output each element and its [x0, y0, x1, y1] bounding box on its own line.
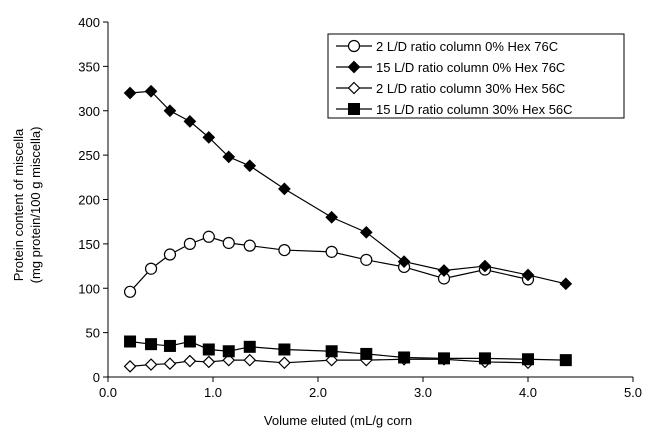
- series-line: [129, 90, 566, 285]
- y-axis-title-line-1: Protein content of miscella: [11, 128, 26, 281]
- data-point: [278, 343, 291, 356]
- y-tick-label: 200: [78, 193, 100, 208]
- data-point: [478, 352, 491, 365]
- data-point: [123, 86, 137, 100]
- legend-entry-1: 2 L/D ratio column 0% Hex 76C: [336, 39, 558, 54]
- data-point: [325, 245, 338, 258]
- data-point: [202, 343, 215, 356]
- data-point: [145, 338, 158, 351]
- x-tick-label: 2.0: [309, 385, 327, 400]
- data-point: [144, 84, 158, 98]
- data-point: [222, 353, 236, 367]
- data-point: [438, 352, 450, 365]
- data-point: [222, 345, 235, 358]
- data-point: [123, 285, 137, 298]
- legend-marker: [347, 39, 361, 53]
- data-point: [325, 210, 338, 224]
- x-tick-label: 3.0: [414, 385, 432, 400]
- data-point: [183, 335, 196, 348]
- data-point: [559, 354, 572, 367]
- data-point: [278, 182, 291, 196]
- legend-entry-4: 15 L/D ratio column 30% Hex 56C: [336, 102, 573, 117]
- data-point: [163, 339, 176, 352]
- data-point: [397, 255, 411, 268]
- data-point: [437, 264, 451, 277]
- data-point: [325, 353, 338, 367]
- axes: 0 50 100 150 200 250 300 350 400 0.0 1.0 2.0 3.0 4.0 5…: [78, 15, 642, 400]
- y-tick-label: 350: [78, 59, 100, 74]
- data-point: [202, 355, 216, 369]
- data-point: [124, 335, 137, 348]
- legend-label: 2 L/D ratio column 30% Hex 56C: [376, 81, 565, 96]
- data-point: [522, 353, 534, 366]
- y-tick-label: 0: [93, 370, 100, 385]
- data-point: [243, 353, 257, 367]
- x-tick-label: 4.0: [519, 385, 537, 400]
- y-tick-label: 300: [78, 104, 100, 119]
- legend-marker: [347, 81, 361, 95]
- data-point: [398, 351, 411, 364]
- series-4: [124, 335, 572, 367]
- x-tick-label: 1.0: [204, 385, 222, 400]
- legend-label: 2 L/D ratio column 0% Hex 76C: [376, 39, 558, 54]
- data-point: [183, 237, 196, 250]
- legend-label: 15 L/D ratio column 30% Hex 56C: [376, 102, 573, 117]
- y-tick-label: 400: [78, 15, 100, 30]
- data-point: [163, 248, 177, 261]
- data-point: [183, 354, 197, 368]
- x-axis-title: Volume eluted (mL/g corn: [264, 413, 412, 428]
- data-point: [163, 357, 177, 371]
- data-point: [559, 277, 573, 291]
- data-point: [243, 340, 256, 353]
- data-point: [202, 131, 216, 144]
- legend-box: [327, 33, 625, 119]
- data-point: [144, 262, 158, 275]
- data-point: [222, 150, 236, 164]
- series-layer: [123, 84, 573, 373]
- data-point: [243, 239, 256, 252]
- data-point: [521, 268, 535, 282]
- legend-label: 15 L/D ratio column 0% Hex 76C: [376, 60, 565, 75]
- data-point: [123, 360, 137, 373]
- data-point: [359, 225, 373, 239]
- data-point: [325, 345, 338, 358]
- x-tick-label: 5.0: [624, 385, 642, 400]
- legend-marker: [347, 60, 361, 74]
- data-point: [163, 104, 177, 118]
- y-tick-label: 50: [86, 326, 100, 341]
- series-1: [123, 230, 535, 298]
- data-point: [222, 236, 235, 250]
- data-point: [478, 259, 492, 273]
- legend: 2 L/D ratio column 0% Hex 76C 15 L/D rati…: [327, 33, 625, 119]
- x-tick-label: 0.0: [99, 385, 117, 400]
- legend-entry-2: 15 L/D ratio column 0% Hex 76C: [336, 60, 565, 75]
- data-point: [243, 159, 257, 173]
- legend-marker: [348, 103, 360, 115]
- y-axis-title-line-2: (mg protein/100 g miscella): [28, 127, 43, 284]
- y-tick-label: 250: [78, 148, 100, 163]
- data-point: [144, 358, 158, 371]
- data-point: [360, 347, 373, 360]
- data-point: [183, 115, 197, 128]
- data-point: [202, 230, 215, 243]
- data-point: [360, 253, 373, 266]
- y-tick-label: 100: [78, 281, 100, 296]
- data-point: [278, 356, 291, 370]
- data-point: [278, 243, 291, 257]
- series-2: [123, 84, 573, 291]
- y-tick-label: 150: [78, 237, 100, 252]
- legend-entry-3: 2 L/D ratio column 30% Hex 56C: [336, 81, 565, 96]
